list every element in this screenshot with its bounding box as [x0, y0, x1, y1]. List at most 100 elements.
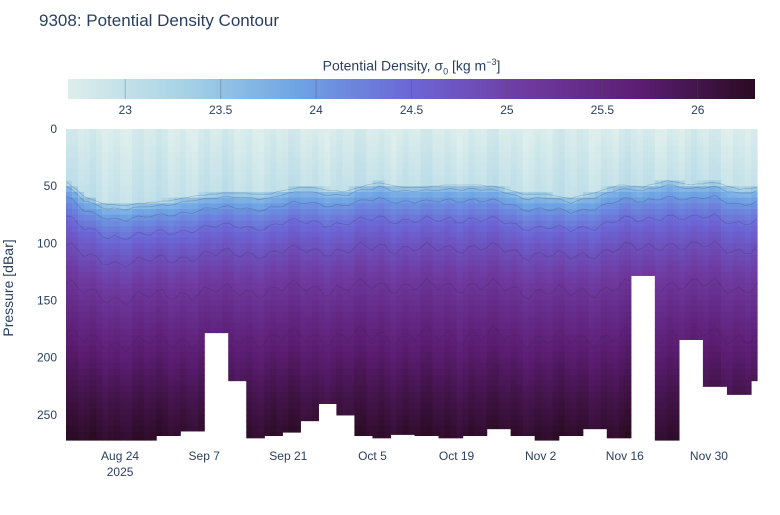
heatmap-cell: [168, 163, 175, 170]
heatmap-cell: [354, 432, 362, 437]
heatmap-cell: [102, 340, 109, 347]
heatmap-cell: [438, 420, 446, 427]
heatmap-cell: [414, 277, 422, 284]
heatmap-cell: [528, 151, 536, 159]
heatmap-cell: [294, 414, 301, 422]
heatmap-cell: [264, 203, 271, 210]
heatmap-cell: [426, 191, 434, 199]
heatmap-cell: [300, 203, 307, 210]
heatmap-cell: [516, 346, 524, 353]
heatmap-cell: [240, 237, 247, 244]
heatmap-cell: [546, 174, 554, 182]
heatmap-cell: [102, 249, 109, 256]
heatmap-cell: [222, 146, 229, 153]
heatmap-cell: [132, 157, 139, 164]
heatmap-cell: [474, 369, 482, 376]
heatmap-cell: [168, 174, 175, 182]
heatmap-cell: [366, 197, 374, 204]
heatmap-cell: [276, 294, 283, 302]
heatmap-cell: [216, 306, 223, 313]
heatmap-cell: [96, 146, 103, 153]
heatmap-cell: [102, 271, 109, 279]
heatmap-cell: [366, 329, 374, 336]
heatmap-cell: [612, 231, 620, 239]
heatmap-cell: [612, 391, 620, 399]
heatmap-cell: [270, 191, 277, 199]
heatmap-cell: [294, 209, 301, 216]
heatmap-cell: [282, 426, 289, 433]
heatmap-cell: [498, 271, 506, 279]
heatmap-cell: [360, 197, 368, 204]
heatmap-cell: [66, 220, 73, 227]
heatmap-cell: [276, 329, 283, 336]
heatmap-cell: [138, 237, 145, 244]
heatmap-cell: [582, 289, 590, 296]
heatmap-cell: [336, 146, 343, 153]
heatmap-cell: [312, 271, 319, 279]
heatmap-cell: [516, 220, 524, 227]
heatmap-cell: [540, 277, 548, 284]
heatmap-cell: [306, 334, 313, 342]
heatmap-cell: [594, 237, 602, 244]
heatmap-cell: [312, 277, 319, 284]
heatmap-cell: [354, 409, 362, 416]
heatmap-cell: [330, 129, 337, 136]
heatmap-cell: [132, 243, 139, 250]
heatmap-cell: [576, 317, 584, 324]
heatmap-cell: [156, 403, 163, 410]
heatmap-cell: [636, 146, 644, 153]
heatmap-cell: [264, 146, 271, 153]
heatmap-cell: [66, 432, 73, 439]
heatmap-cell: [294, 220, 301, 227]
heatmap-cell: [210, 186, 217, 193]
heatmap-cell: [534, 386, 542, 393]
heatmap-cell: [618, 134, 626, 142]
heatmap-cell: [342, 374, 350, 382]
heatmap-cell: [216, 254, 223, 262]
heatmap-cell: [600, 140, 608, 147]
heatmap-cell: [600, 300, 608, 307]
heatmap-cell: [240, 260, 247, 267]
heatmap-cell: [546, 260, 554, 267]
heatmap-cell: [402, 260, 410, 267]
heatmap-cell: [330, 209, 337, 216]
heatmap-cell: [180, 237, 187, 244]
heatmap-cell: [378, 329, 386, 336]
heatmap-cell: [516, 129, 524, 136]
heatmap-cell: [486, 311, 494, 319]
heatmap-cell: [384, 397, 392, 405]
heatmap-cell: [102, 186, 109, 193]
heatmap-cell: [510, 386, 518, 393]
heatmap-cell: [558, 283, 566, 290]
heatmap-cell: [306, 414, 313, 422]
heatmap-cell: [120, 403, 127, 410]
heatmap-cell: [306, 403, 313, 410]
heatmap-cell: [324, 363, 331, 370]
heatmap-cell: [312, 191, 319, 199]
heatmap-cell: [342, 357, 350, 364]
heatmap-cell: [246, 391, 253, 399]
heatmap-cell: [78, 403, 85, 410]
heatmap-cell: [330, 363, 337, 370]
heatmap-cell: [624, 146, 632, 153]
heatmap-cell: [216, 226, 223, 233]
heatmap-cell: [528, 369, 536, 376]
heatmap-cell: [120, 317, 127, 324]
heatmap-cell: [432, 163, 440, 170]
heatmap-cell: [420, 163, 428, 170]
heatmap-cell: [198, 334, 205, 342]
heatmap-cell: [222, 243, 229, 250]
heatmap-cell: [624, 329, 632, 336]
heatmap-cell: [588, 426, 596, 430]
heatmap-cell: [288, 191, 295, 199]
heatmap-cell: [414, 237, 422, 244]
heatmap-cell: [270, 420, 277, 427]
heatmap-cell: [618, 374, 626, 382]
heatmap-cell: [84, 191, 91, 199]
heatmap-cell: [570, 237, 578, 244]
heatmap-cell: [618, 351, 626, 359]
heatmap-cell: [192, 391, 199, 399]
heatmap-cell: [414, 329, 422, 336]
heatmap-cell: [192, 414, 199, 422]
heatmap-cell: [72, 277, 79, 284]
